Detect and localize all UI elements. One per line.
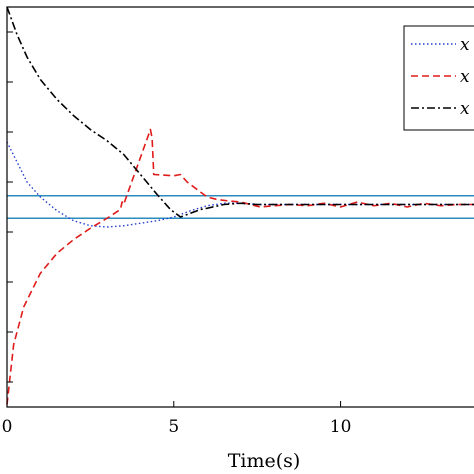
- y-ticks: [7, 31, 13, 383]
- x-tick-label-1: 0: [2, 417, 13, 437]
- legend-label-3: x: [460, 99, 470, 119]
- series-line-1: [6, 141, 474, 228]
- series-line-2: [6, 128, 474, 405]
- legend-label-1: x: [460, 35, 470, 55]
- x-tick-label-2: 5: [168, 417, 179, 437]
- reference-lines: [7, 195, 474, 219]
- series-lines: [6, 6, 474, 405]
- series-line-3: [6, 6, 474, 218]
- plot-frame: [6, 6, 474, 408]
- legend: xxx: [403, 25, 474, 131]
- x-ticks: 0 5 10: [2, 401, 352, 437]
- x-axis-label: Time(s): [228, 450, 301, 472]
- x-tick-label-3: 10: [330, 417, 352, 437]
- legend-label-2: x: [460, 67, 470, 87]
